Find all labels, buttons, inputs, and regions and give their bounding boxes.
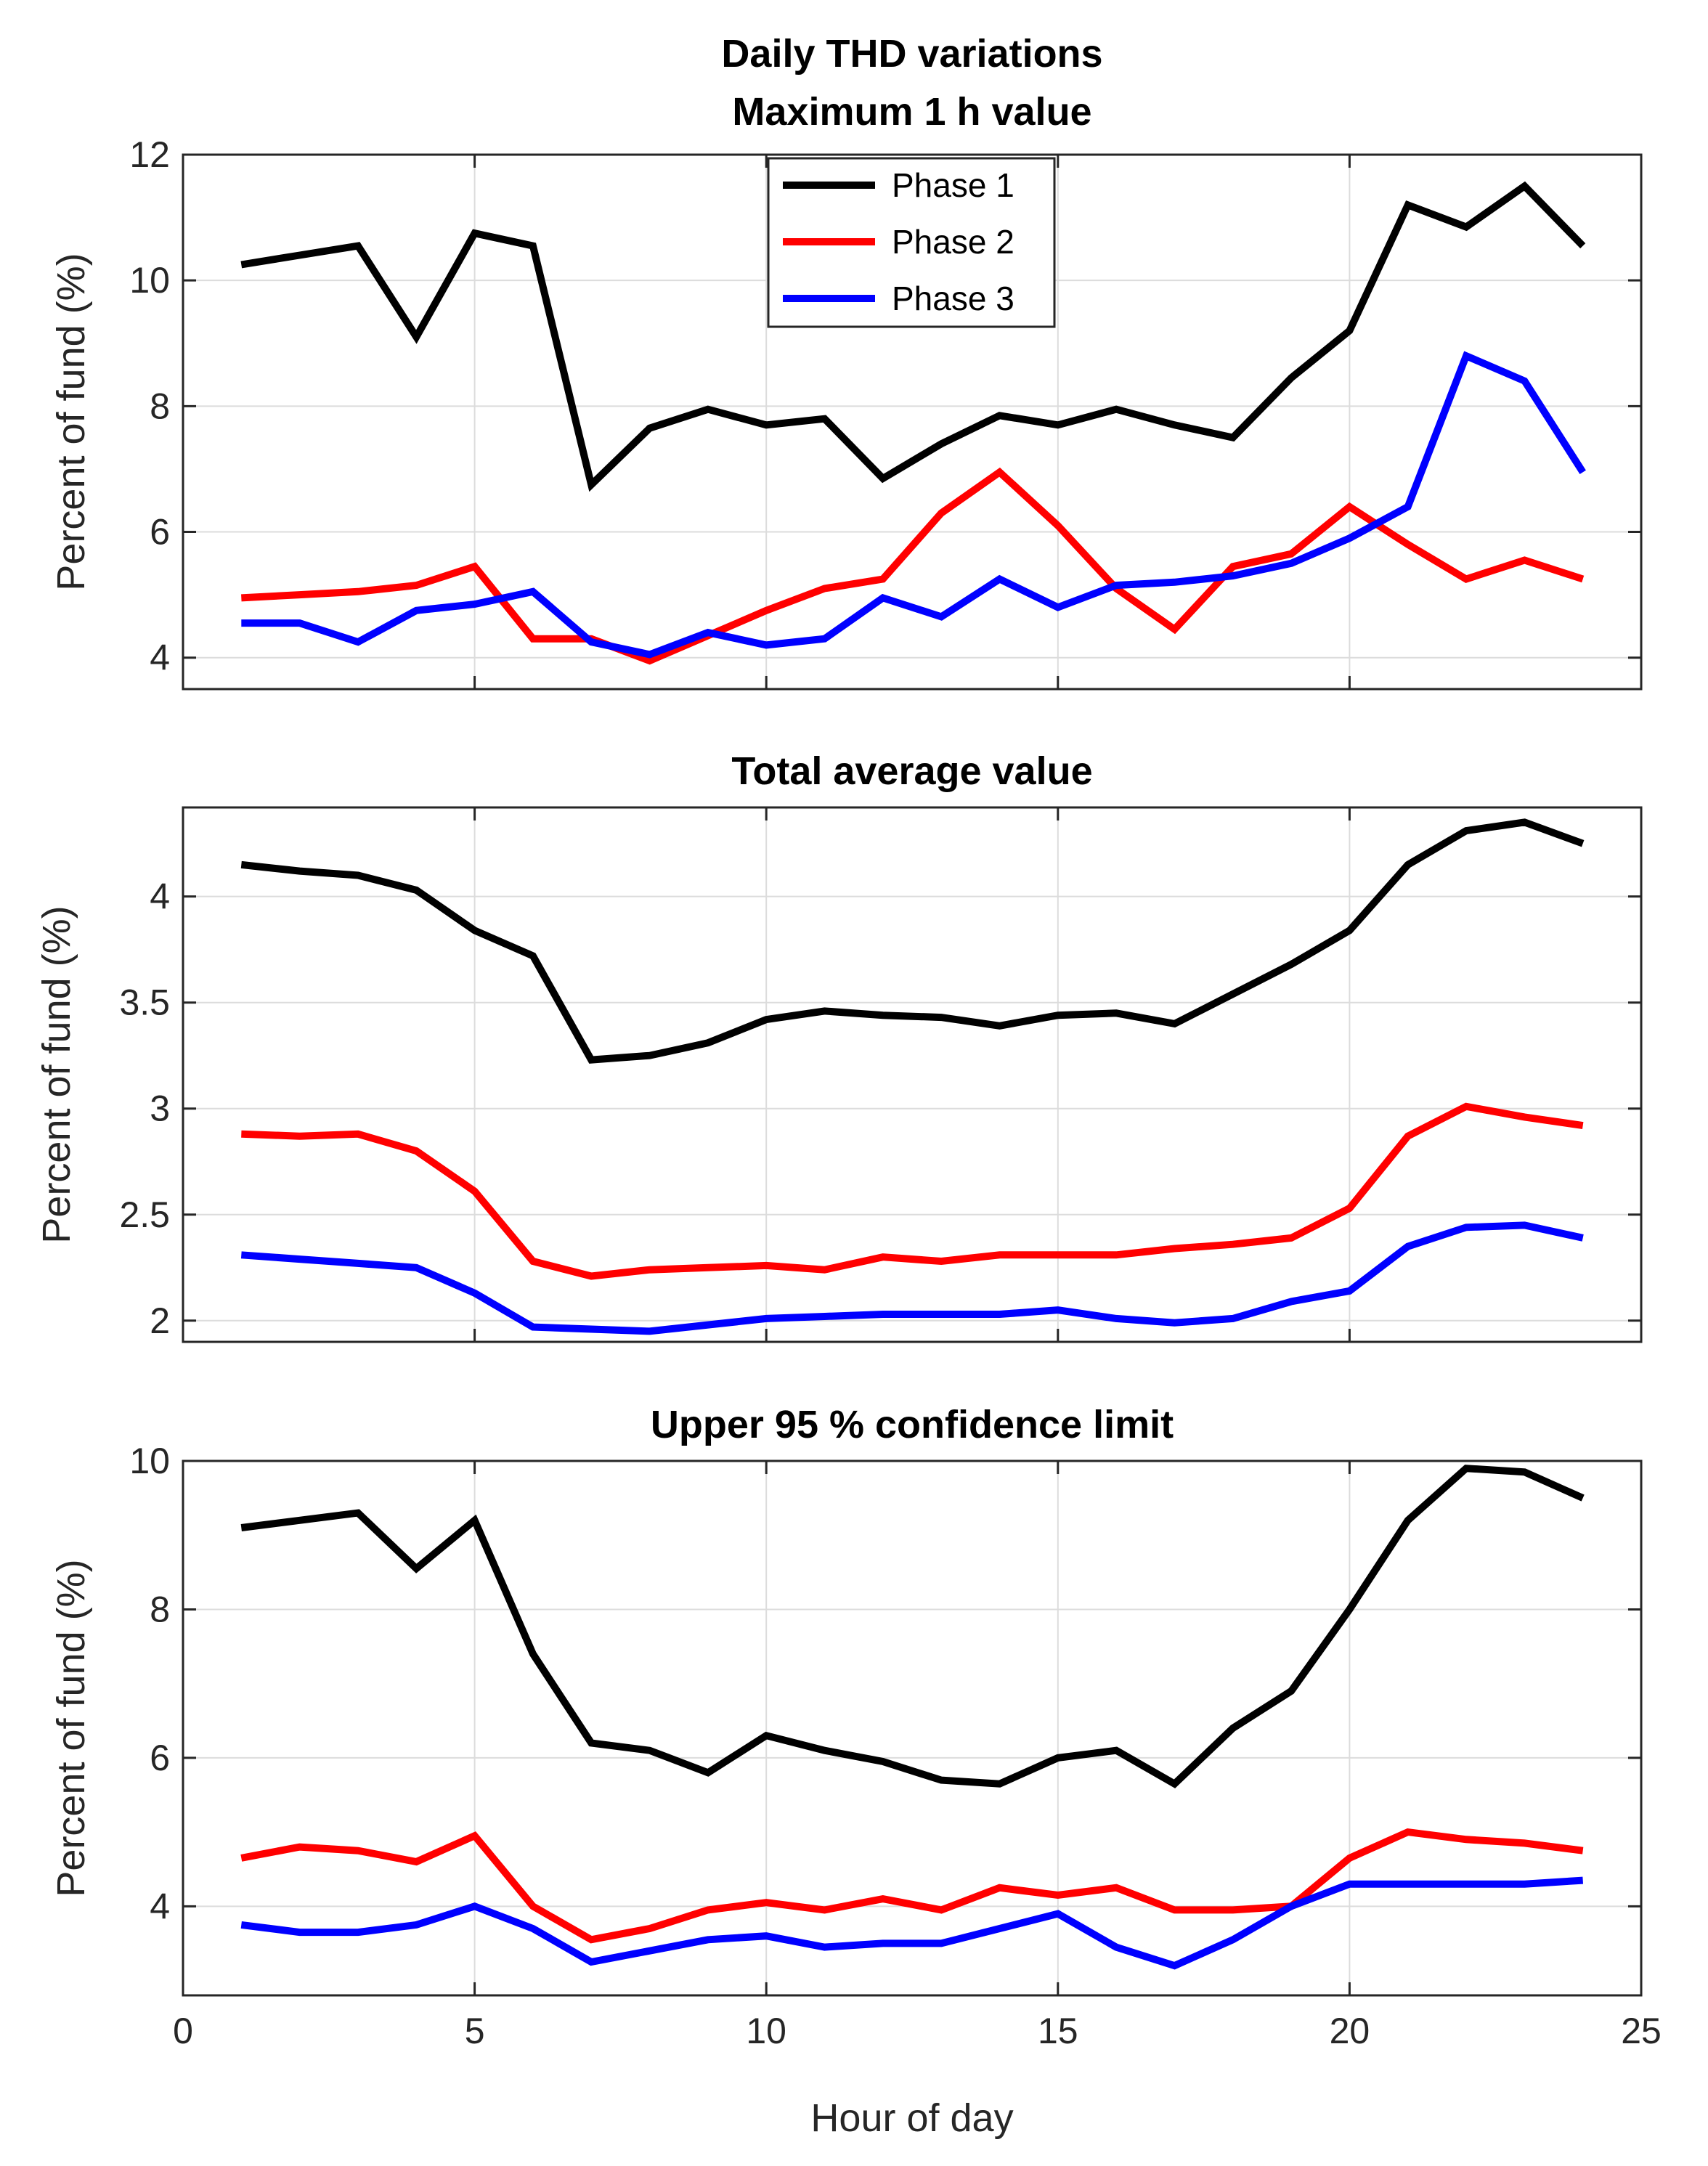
y-tick-label: 12 [129, 134, 170, 175]
series-line-phase-3 [241, 351, 1586, 659]
series-line-phase-1 [240, 1465, 1585, 1788]
figure-title: Daily THD variations [721, 32, 1102, 76]
series-line-phase-2 [241, 1102, 1584, 1280]
panel-title: Upper 95 % confidence limit [651, 1403, 1174, 1446]
x-axis-label: Hour of day [810, 2096, 1013, 2140]
series-group [240, 1465, 1585, 1970]
axes-box [182, 1459, 1643, 1997]
legend-label-phase-1: Phase 1 [892, 166, 1014, 204]
x-tick-label: 5 [465, 2011, 485, 2051]
axes-box [182, 806, 1643, 1343]
y-tick-label: 6 [150, 1738, 170, 1778]
x-tick-label: 20 [1330, 2011, 1370, 2051]
y-axis-label: Percent of fund (%) [49, 1559, 93, 1897]
y-tick-label: 3.5 [119, 982, 170, 1023]
y-tick-label: 10 [129, 1441, 170, 1481]
y-tick-label: 4 [150, 1886, 170, 1926]
y-axis-label: Percent of fund (%) [49, 253, 93, 590]
series-line-phase-3 [240, 1221, 1584, 1335]
y-tick-label: 10 [129, 260, 170, 301]
axes-box [182, 153, 1643, 691]
x-tick-label: 10 [746, 2011, 786, 2051]
tick-group: 0 5 10 15 20 25 4 6 8 10 [129, 1441, 1661, 2051]
y-tick-label: 3 [150, 1088, 170, 1129]
series-line-phase-1 [240, 818, 1585, 1064]
x-tick-label: 25 [1621, 2011, 1662, 2051]
series-group [240, 181, 1586, 665]
panel-title: Total average value [731, 749, 1092, 793]
y-tick-label: 2 [150, 1300, 170, 1341]
legend-label-phase-3: Phase 3 [892, 280, 1014, 317]
series-line-phase-2 [241, 467, 1585, 665]
y-tick-label: 4 [150, 638, 170, 678]
tick-group: 4 6 8 10 12 [129, 134, 1643, 689]
series-line-phase-1 [240, 181, 1586, 492]
x-tick-label: 0 [173, 2011, 193, 2051]
panel-title: Maximum 1 h value [732, 90, 1091, 134]
series-group [240, 818, 1585, 1335]
series-line-phase-2 [240, 1828, 1584, 1944]
y-tick-label: 2.5 [119, 1194, 170, 1235]
series-line-phase-3 [240, 1876, 1584, 1970]
panel-upper-95: Upper 95 % confidence limit 0 5 10 15 20 25 4 6… [49, 1403, 1662, 2051]
tick-group: 2 2.5 3 3.5 4 [119, 807, 1643, 1342]
y-tick-label: 8 [150, 386, 170, 426]
y-tick-label: 8 [150, 1589, 170, 1629]
y-tick-label: 6 [150, 512, 170, 553]
y-axis-label: Percent of fund (%) [35, 905, 78, 1243]
x-tick-label: 15 [1038, 2011, 1078, 2051]
y-tick-label: 4 [150, 876, 170, 917]
legend-label-phase-2: Phase 2 [892, 223, 1014, 261]
panel-total-average: Total average value 2 2.5 3 3.5 4 Percent of… [35, 749, 1643, 1343]
panel-max-1h: Maximum 1 h value 4 6 8 10 12 Percent of fun… [49, 90, 1643, 691]
legend: Phase 1 Phase 2 Phase 3 [767, 157, 1056, 328]
